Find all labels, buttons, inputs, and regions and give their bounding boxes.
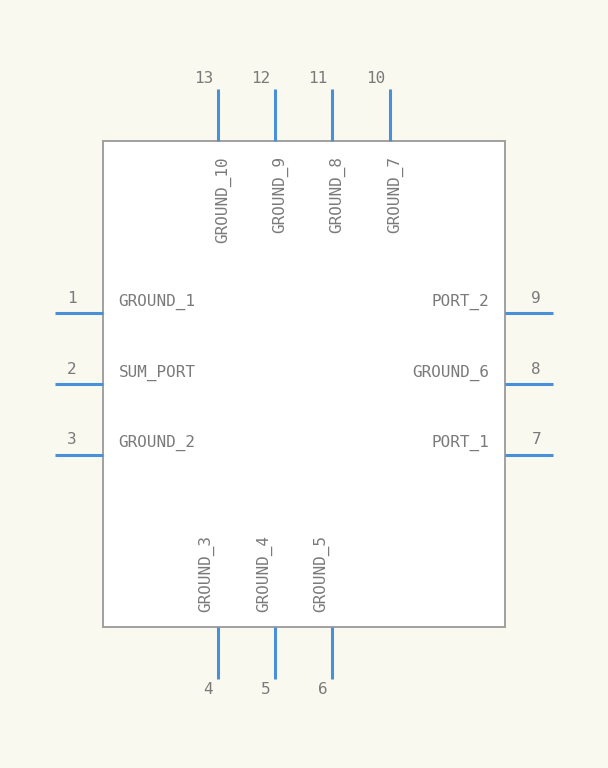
Text: 2: 2: [67, 362, 77, 377]
Text: GROUND_1: GROUND_1: [119, 294, 196, 310]
Text: 12: 12: [251, 71, 270, 86]
Text: GROUND_2: GROUND_2: [119, 435, 196, 452]
Text: GROUND_10: GROUND_10: [215, 156, 231, 243]
Text: 5: 5: [261, 682, 270, 697]
Text: 6: 6: [318, 682, 328, 697]
Text: GROUND_9: GROUND_9: [272, 156, 288, 233]
Text: GROUND_7: GROUND_7: [387, 156, 403, 233]
Text: 1: 1: [67, 291, 77, 306]
Text: 9: 9: [531, 291, 541, 306]
Bar: [103, 141, 505, 627]
Text: 7: 7: [531, 432, 541, 447]
Text: PORT_2: PORT_2: [432, 294, 489, 310]
Text: PORT_1: PORT_1: [432, 435, 489, 452]
Text: GROUND_8: GROUND_8: [330, 156, 346, 233]
Text: 8: 8: [531, 362, 541, 377]
Text: 11: 11: [308, 71, 328, 86]
Text: SUM_PORT: SUM_PORT: [119, 365, 196, 381]
Text: GROUND_4: GROUND_4: [256, 535, 272, 612]
Text: GROUND_6: GROUND_6: [412, 365, 489, 381]
Text: 10: 10: [366, 71, 385, 86]
Text: GROUND_3: GROUND_3: [198, 535, 215, 612]
Text: 13: 13: [193, 71, 213, 86]
Text: 4: 4: [203, 682, 213, 697]
Text: GROUND_5: GROUND_5: [313, 535, 330, 612]
Text: 3: 3: [67, 432, 77, 447]
